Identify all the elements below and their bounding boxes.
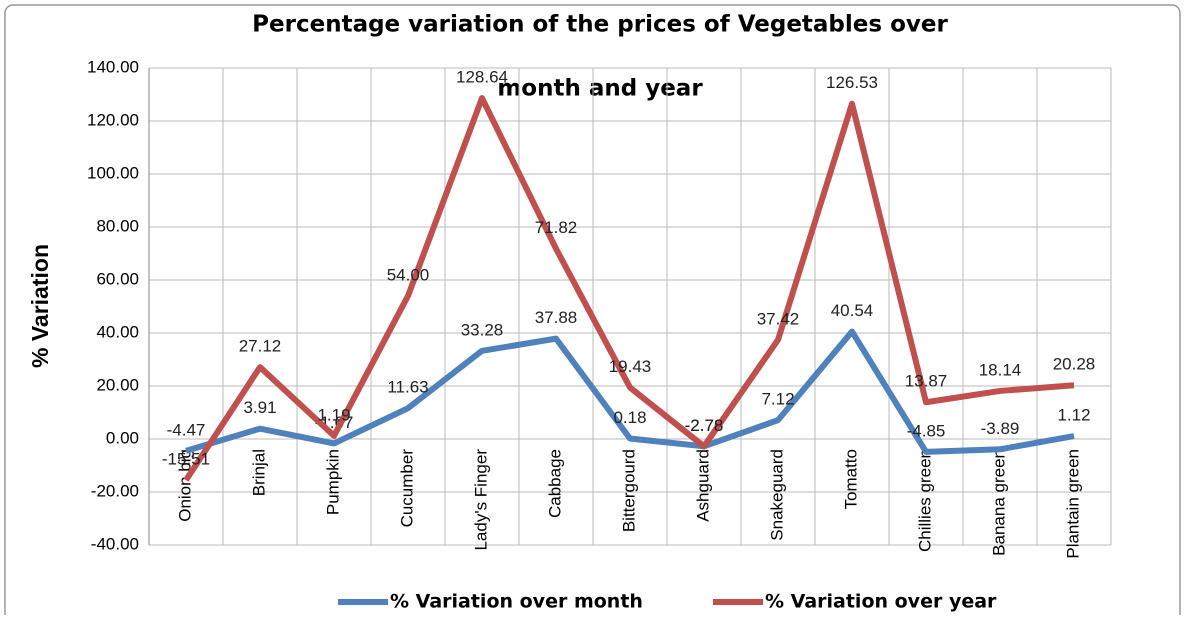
data-label: -2.78 bbox=[685, 416, 724, 435]
data-label: -4.85 bbox=[907, 421, 946, 440]
x-tick-label: Plantain green bbox=[1063, 449, 1082, 559]
data-label: 20.28 bbox=[1053, 355, 1096, 374]
line bbox=[183, 95, 1075, 482]
data-label: 11.63 bbox=[387, 378, 428, 397]
y-tick-label: 140.00 bbox=[87, 57, 139, 76]
data-label: -15.51 bbox=[162, 450, 210, 469]
x-tick-label: Onion big bbox=[175, 449, 194, 522]
data-label: 40.54 bbox=[831, 301, 874, 320]
y-tick-label: -40.00 bbox=[91, 534, 139, 553]
x-tick-label: Ashguard bbox=[693, 449, 712, 522]
y-tick-label: 120.00 bbox=[87, 110, 139, 129]
data-label: 54.00 bbox=[387, 265, 430, 284]
data-label: 37.42 bbox=[757, 309, 800, 328]
y-tick-label: 0.00 bbox=[106, 428, 139, 447]
data-label: 19.43 bbox=[609, 357, 652, 376]
legend-label: % Variation over year bbox=[765, 591, 997, 613]
x-tick-label: Cabbage bbox=[545, 449, 564, 518]
line bbox=[185, 328, 1075, 455]
x-tick-label: Banana green bbox=[989, 449, 1008, 556]
chart-title: Percentage variation of the prices of Ve… bbox=[252, 12, 948, 38]
y-tick-label: 80.00 bbox=[96, 216, 139, 235]
data-label: 37.88 bbox=[535, 308, 578, 327]
x-tick-label: Tomatto bbox=[841, 449, 860, 509]
x-tick-label: Pumpkin bbox=[323, 449, 342, 515]
chart-title: month and year bbox=[497, 76, 703, 102]
data-label: -3.89 bbox=[981, 419, 1020, 438]
data-label: 1.12 bbox=[1057, 406, 1090, 425]
x-tick-label: Chillies green bbox=[915, 449, 934, 552]
y-tick-label: 40.00 bbox=[96, 322, 139, 341]
data-label: 1.19 bbox=[317, 405, 350, 424]
data-label: -4.47 bbox=[167, 420, 206, 439]
x-tick-label: Cucumber bbox=[397, 449, 416, 528]
y-tick-label: 100.00 bbox=[87, 163, 139, 182]
data-label: 126.53 bbox=[826, 73, 878, 92]
data-label: 71.82 bbox=[535, 218, 578, 237]
legend-label: % Variation over month bbox=[390, 591, 643, 613]
x-tick-label: Bittergourd bbox=[619, 449, 638, 532]
data-label: 0.18 bbox=[613, 408, 646, 427]
y-tick-label: 60.00 bbox=[96, 269, 139, 288]
y-axis-title: % Variation bbox=[27, 244, 53, 368]
x-tick-label: Lady's Finger bbox=[471, 449, 490, 551]
x-tick-label: Snakeguard bbox=[767, 449, 786, 541]
data-label: 7.12 bbox=[761, 390, 794, 409]
data-label: 13.87 bbox=[905, 372, 948, 391]
data-label: 18.14 bbox=[979, 360, 1022, 379]
data-label: 33.28 bbox=[461, 320, 504, 339]
data-label: 128.64 bbox=[456, 68, 508, 87]
data-label: 3.91 bbox=[243, 398, 276, 417]
y-tick-label: -20.00 bbox=[91, 481, 139, 500]
data-label: 27.12 bbox=[239, 337, 282, 356]
y-tick-label: 20.00 bbox=[96, 375, 139, 394]
x-tick-label: Brinjal bbox=[249, 449, 268, 496]
